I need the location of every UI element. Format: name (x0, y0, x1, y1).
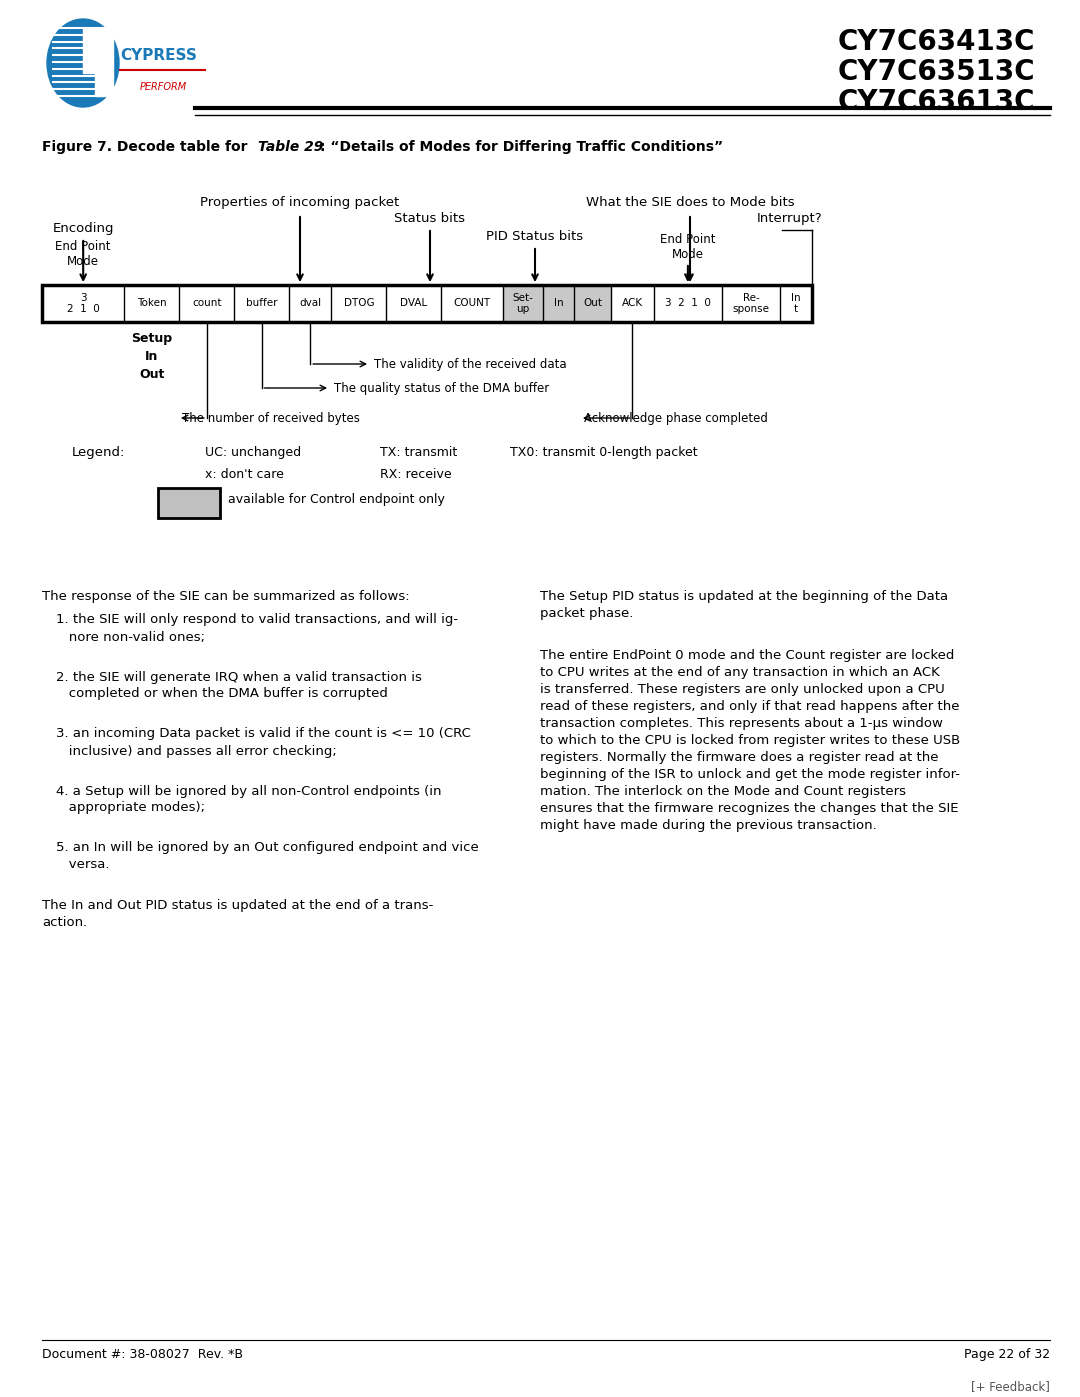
Text: Document #: 38-08027  Rev. *B: Document #: 38-08027 Rev. *B (42, 1348, 243, 1361)
Text: End Point
Mode: End Point Mode (55, 240, 111, 268)
Text: Table 29: Table 29 (258, 140, 323, 154)
Text: PID Status bits: PID Status bits (486, 231, 583, 243)
Text: In
t: In t (792, 293, 801, 314)
Bar (158, 488, 220, 518)
Text: The number of received bytes: The number of received bytes (183, 412, 360, 425)
Text: Acknowledge phase completed: Acknowledge phase completed (584, 412, 768, 425)
Text: ACK: ACK (622, 299, 643, 309)
Text: In: In (554, 299, 564, 309)
Text: CYPRESS: CYPRESS (120, 49, 197, 63)
Text: The entire EndPoint 0 mode and the Count register are locked
to CPU writes at th: The entire EndPoint 0 mode and the Count… (540, 650, 960, 833)
Text: Set-
up: Set- up (512, 293, 534, 314)
Text: Page 22 of 32: Page 22 of 32 (963, 1348, 1050, 1361)
Text: 3
2  1  0: 3 2 1 0 (67, 293, 99, 314)
Text: Interrupt?: Interrupt? (757, 212, 823, 225)
Text: The Setup PID status is updated at the beginning of the Data
packet phase.: The Setup PID status is updated at the b… (540, 590, 948, 620)
Text: Setup: Setup (132, 332, 173, 345)
Text: The validity of the received data: The validity of the received data (374, 358, 567, 372)
Text: End Point
Mode: End Point Mode (660, 233, 716, 261)
Text: : “Details of Modes for Differing Traffic Conditions”: : “Details of Modes for Differing Traffi… (320, 140, 724, 154)
Text: TX: transmit: TX: transmit (380, 446, 457, 460)
Text: [+ Feedback]: [+ Feedback] (971, 1380, 1050, 1393)
Text: COUNT: COUNT (454, 299, 490, 309)
Text: TX0: transmit 0-length packet: TX0: transmit 0-length packet (510, 446, 698, 460)
Text: The response of the SIE can be summarized as follows:: The response of the SIE can be summarize… (42, 590, 409, 604)
Text: Properties of incoming packet: Properties of incoming packet (201, 196, 400, 210)
Text: x: don't care: x: don't care (205, 468, 284, 481)
Text: available for Control endpoint only: available for Control endpoint only (228, 493, 445, 507)
Bar (502, 285, 542, 321)
Bar (542, 285, 575, 321)
Text: 5. an In will be ignored by an Out configured endpoint and vice
   versa.: 5. an In will be ignored by an Out confi… (56, 841, 478, 872)
Text: UC: unchanged: UC: unchanged (205, 446, 301, 460)
Text: count: count (192, 299, 221, 309)
Ellipse shape (48, 20, 119, 108)
Text: DTOG: DTOG (343, 299, 374, 309)
Text: Out: Out (139, 367, 164, 381)
Text: CY7C63413C: CY7C63413C (837, 28, 1035, 56)
Text: CY7C63513C: CY7C63513C (837, 59, 1035, 87)
Text: Legend:: Legend: (72, 446, 125, 460)
Text: Re-
sponse: Re- sponse (732, 293, 770, 314)
Text: Out: Out (583, 299, 603, 309)
Text: The quality status of the DMA buffer: The quality status of the DMA buffer (334, 381, 550, 395)
Text: Token: Token (137, 299, 166, 309)
Text: 2. the SIE will generate IRQ when a valid transaction is
   completed or when th: 2. the SIE will generate IRQ when a vali… (56, 671, 422, 700)
Polygon shape (83, 28, 113, 96)
Text: buffer: buffer (246, 299, 278, 309)
Text: What the SIE does to Mode bits: What the SIE does to Mode bits (585, 196, 794, 210)
Bar (42, 285, 812, 321)
Text: 4. a Setup will be ignored by all non-Control endpoints (in
   appropriate modes: 4. a Setup will be ignored by all non-Co… (56, 785, 442, 814)
Text: The In and Out PID status is updated at the end of a trans-
action.: The In and Out PID status is updated at … (42, 898, 433, 929)
Text: Status bits: Status bits (394, 212, 465, 225)
Text: 3. an incoming Data packet is valid if the count is <= 10 (CRC
   inclusive) and: 3. an incoming Data packet is valid if t… (56, 728, 471, 757)
Text: DVAL: DVAL (401, 299, 428, 309)
Text: dval: dval (299, 299, 322, 309)
Text: 3  2  1  0: 3 2 1 0 (665, 299, 711, 309)
Text: PERFORM: PERFORM (139, 82, 187, 92)
Text: Encoding: Encoding (53, 222, 114, 235)
Text: 1. the SIE will only respond to valid transactions, and will ig-
   nore non-val: 1. the SIE will only respond to valid tr… (56, 613, 458, 644)
Text: Figure 7. Decode table for: Figure 7. Decode table for (42, 140, 253, 154)
Bar (575, 285, 611, 321)
Text: In: In (145, 351, 159, 363)
Text: RX: receive: RX: receive (380, 468, 451, 481)
Text: CY7C63613C: CY7C63613C (837, 88, 1035, 116)
